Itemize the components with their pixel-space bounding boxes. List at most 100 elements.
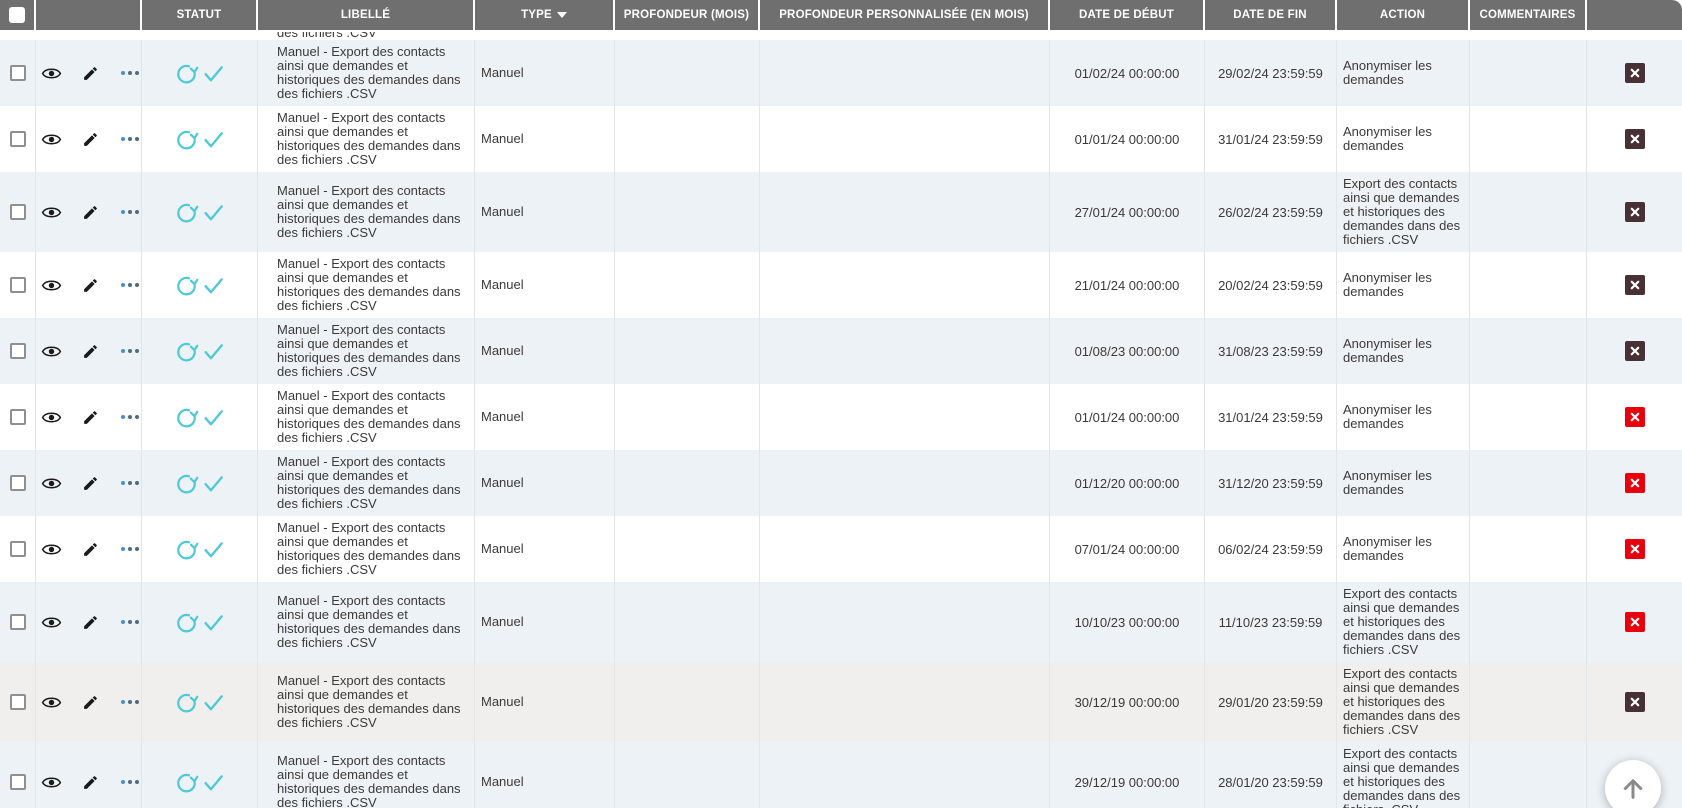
more-options-button[interactable] [119,406,141,428]
commentaires-cell [1470,106,1587,172]
header-type[interactable]: TYPE [475,0,615,32]
delete-button[interactable] [1624,692,1645,712]
pencil-icon [82,774,99,791]
row-checkbox[interactable] [9,475,26,491]
profondeur-cell [615,318,760,384]
edit-button[interactable] [80,691,102,713]
header-profondeur[interactable]: PROFONDEUR (MOIS) [615,0,760,32]
delete-button[interactable] [1624,612,1645,632]
status-cell [142,516,258,582]
header-profondeur-personnalisee[interactable]: PROFONDEUR PERSONNALISÉE (EN MOIS) [760,0,1050,32]
action-cell: Anonymiser les demandes [1337,384,1470,450]
edit-button[interactable] [80,62,102,84]
refresh-icon [173,536,200,563]
edit-button[interactable] [80,340,102,362]
date-debut-cell: 01/01/24 00:00:00 [1050,384,1205,450]
more-options-button[interactable] [119,472,141,494]
date-fin-cell: 29/02/24 23:59:59 [1205,40,1337,106]
edit-button[interactable] [80,472,102,494]
status-cell [142,252,258,318]
view-button[interactable] [41,406,63,428]
header-statut[interactable]: STATUT [142,0,258,32]
scroll-to-top-button[interactable] [1605,760,1661,808]
more-options-button[interactable] [119,128,141,150]
delete-cell [1587,582,1682,662]
row-checkbox[interactable] [9,694,26,710]
x-icon [1629,411,1641,423]
status-cell [142,318,258,384]
delete-button[interactable] [1624,407,1645,427]
row-checkbox[interactable] [9,541,26,557]
refresh-icon [173,272,200,299]
select-all-checkbox[interactable] [9,7,25,23]
status-cell [142,582,258,662]
row-checkbox[interactable] [9,65,26,81]
check-icon [200,272,227,299]
view-button[interactable] [41,472,63,494]
more-options-button[interactable] [119,274,141,296]
row-checkbox[interactable] [9,774,26,790]
view-button[interactable] [41,691,63,713]
row-checkbox[interactable] [9,343,26,359]
view-button[interactable] [41,340,63,362]
delete-button[interactable] [1624,202,1645,222]
more-options-button[interactable] [119,201,141,223]
header-libelle[interactable]: LIBELLÉ [258,0,475,32]
row-checkbox[interactable] [9,409,26,425]
pencil-icon [82,204,99,221]
refresh-icon [173,689,200,716]
more-options-button[interactable] [119,340,141,362]
row-checkbox[interactable] [9,277,26,293]
edit-button[interactable] [80,611,102,633]
delete-button[interactable] [1624,341,1645,361]
header-delete-column [1587,0,1682,32]
row-checkbox[interactable] [9,131,26,147]
header-action[interactable]: ACTION [1337,0,1470,32]
ellipsis-icon [120,137,139,141]
header-date-fin[interactable]: DATE DE FIN [1205,0,1337,32]
edit-button[interactable] [80,406,102,428]
delete-button[interactable] [1624,63,1645,83]
more-options-button[interactable] [119,538,141,560]
pencil-icon [82,475,99,492]
edit-button[interactable] [80,201,102,223]
more-options-button[interactable] [119,611,141,633]
more-options-button[interactable] [119,691,141,713]
edit-button[interactable] [80,538,102,560]
table-row: Manuel - Export des contacts ainsi que d… [0,172,1682,252]
row-checkbox[interactable] [9,614,26,630]
edit-button[interactable] [80,771,102,793]
edit-button[interactable] [80,128,102,150]
action-cell: Anonymiser les demandes [1337,318,1470,384]
profondeur-personnalisee-cell [760,582,1050,662]
view-button[interactable] [41,274,63,296]
commentaires-cell [1470,742,1587,808]
profondeur-cell [615,252,760,318]
edit-button[interactable] [80,274,102,296]
view-button[interactable] [41,538,63,560]
delete-button[interactable] [1624,473,1645,493]
pencil-icon [82,614,99,631]
type-cell: Manuel [475,172,615,252]
table-row: Manuel - Export des contacts ainsi que d… [0,582,1682,662]
row-tools-cell [36,742,142,808]
delete-button[interactable] [1624,275,1645,295]
check-icon [200,404,227,431]
header-type-label: TYPE [521,9,552,21]
view-button[interactable] [41,201,63,223]
view-button[interactable] [41,771,63,793]
more-options-button[interactable] [119,62,141,84]
delete-button[interactable] [1624,129,1645,149]
row-checkbox[interactable] [9,204,26,220]
header-select-all-cell[interactable] [0,0,36,32]
header-commentaires[interactable]: COMMENTAIRES [1470,0,1587,32]
view-button[interactable] [41,62,63,84]
row-select-cell [0,40,36,106]
more-options-button[interactable] [119,771,141,793]
view-button[interactable] [41,128,63,150]
delete-button[interactable] [1624,539,1645,559]
row-tools-cell [36,384,142,450]
view-button[interactable] [41,611,63,633]
header-date-debut[interactable]: DATE DE DÉBUT [1050,0,1205,32]
profondeur-personnalisee-cell [760,252,1050,318]
